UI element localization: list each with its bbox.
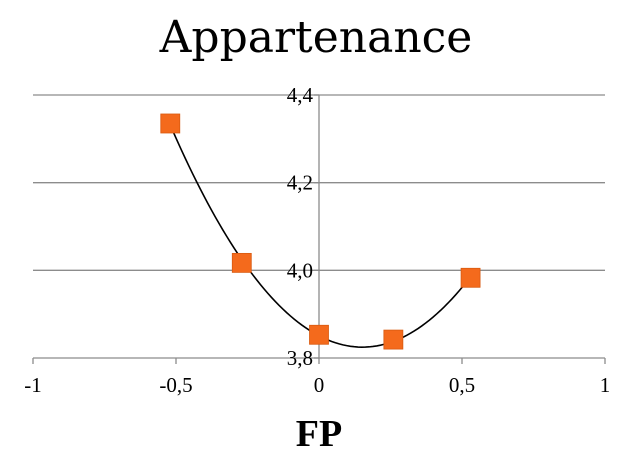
x-axis-label: FP	[296, 413, 342, 455]
data-point	[160, 113, 181, 134]
x-tick-label: -1	[24, 373, 42, 397]
y-tick-label: 3,8	[287, 346, 313, 370]
axes	[32, 94, 606, 364]
tick-labels: -1 -0,5 0 0,5 1 3,8 4,0 4,2 4,4	[24, 83, 610, 397]
y-tick-label: 4,4	[287, 83, 314, 107]
data-point	[460, 267, 481, 288]
data-points	[160, 113, 481, 350]
y-tick-label: 4,0	[287, 258, 313, 282]
trendline	[169, 124, 472, 348]
y-tick-label: 4,2	[287, 171, 313, 195]
x-tick-label: 0	[314, 373, 325, 397]
data-point	[309, 324, 329, 345]
chart-title: Appartenance	[159, 12, 473, 63]
x-tick-label: -0,5	[159, 373, 192, 397]
data-point	[231, 252, 252, 273]
x-tick-label: 1	[600, 373, 611, 397]
data-point	[383, 329, 404, 350]
x-tick-label: 0,5	[449, 373, 475, 397]
